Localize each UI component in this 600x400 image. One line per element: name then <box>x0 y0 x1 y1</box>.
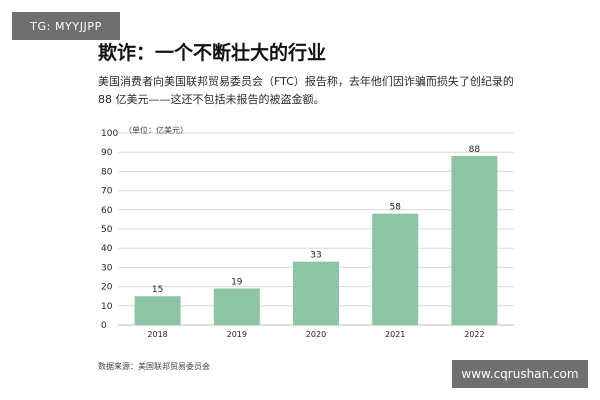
data-label-2020: 33 <box>310 251 321 261</box>
chart-subtitle: 美国消费者向美国联邦贸易委员会（FTC）报告称，去年他们因诈骗而损失了创纪录的 … <box>98 75 514 106</box>
bar-2018 <box>134 296 181 325</box>
y-tick-label: 0 <box>101 321 107 331</box>
y-tick-label: 90 <box>101 148 113 158</box>
x-tick-label-2021: 2021 <box>385 330 405 339</box>
data-label-2021: 58 <box>389 203 401 213</box>
bars <box>134 156 498 325</box>
data-label-2018: 15 <box>152 285 163 295</box>
bar-2022 <box>451 156 498 325</box>
watermark-top-left: TG: MYYJJPP <box>12 12 120 40</box>
y-tick-label: 30 <box>101 263 113 273</box>
x-axis-ticks: 2018 2019 2020 2021 2022 <box>147 330 484 339</box>
y-tick-label: 50 <box>101 225 113 235</box>
chart-title: 欺诈：一个不断壮大的行业 <box>98 42 327 64</box>
bar-2019 <box>213 288 260 325</box>
y-tick-label: 80 <box>101 167 113 177</box>
y-tick-label: 70 <box>101 187 113 197</box>
bar-2021 <box>372 213 419 325</box>
x-tick-label-2020: 2020 <box>306 330 326 339</box>
data-label-2019: 19 <box>231 278 243 288</box>
bar-2020 <box>293 261 339 325</box>
data-label-2022: 88 <box>469 145 481 155</box>
y-tick-label: 20 <box>101 283 113 293</box>
y-tick-label: 60 <box>101 206 113 216</box>
y-tick-label: 10 <box>101 302 113 312</box>
data-source-note: 数据来源：美国联邦贸易委员会 <box>98 362 210 371</box>
x-tick-label-2018: 2018 <box>147 330 167 339</box>
y-tick-label: 40 <box>101 244 113 254</box>
y-axis-ticks: 0 10 20 30 40 50 60 70 80 90 100 <box>101 129 118 331</box>
x-tick-label-2019: 2019 <box>227 330 247 339</box>
y-tick-label: 100 <box>101 129 118 139</box>
watermark-bottom-right: www.cqrushan.com <box>452 360 588 388</box>
x-tick-label-2022: 2022 <box>464 330 484 339</box>
data-labels: 15 19 33 58 88 <box>152 145 481 295</box>
y-axis-unit-label: （单位：亿美元） <box>124 125 188 135</box>
